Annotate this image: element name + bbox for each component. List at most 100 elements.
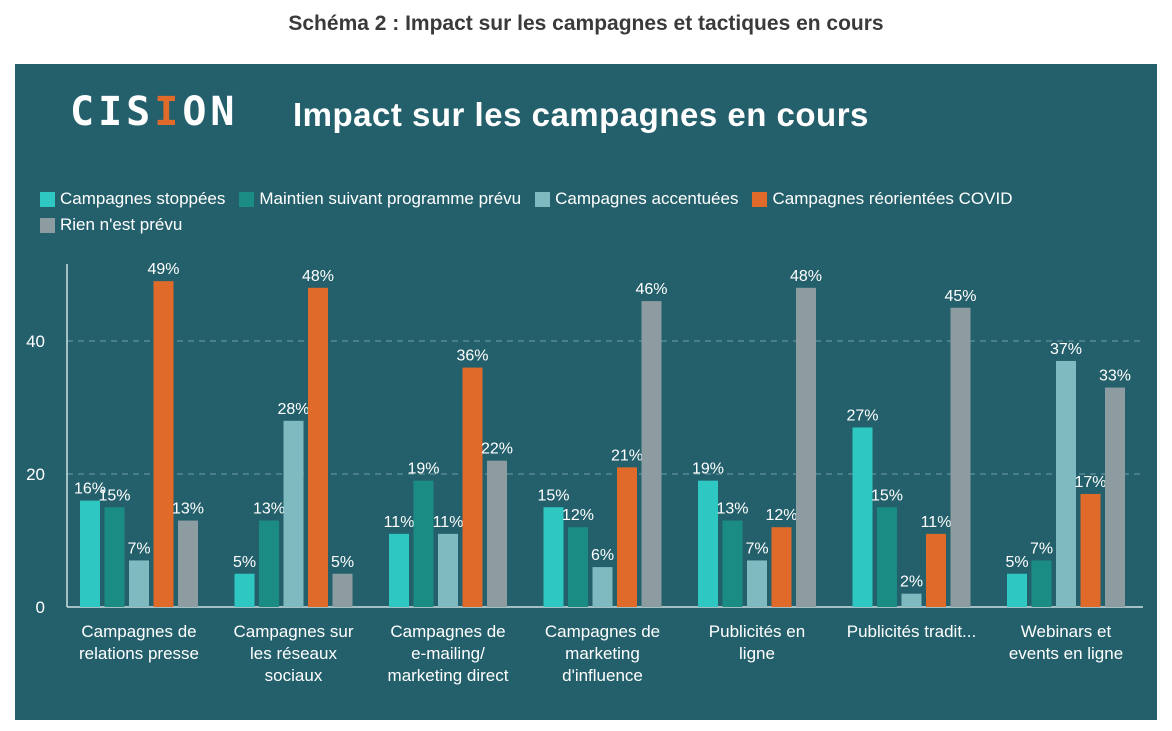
- data-label: 13%: [716, 501, 748, 518]
- data-label: 21%: [611, 447, 643, 464]
- chart-panel: CISION Impact sur les campagnes en cours…: [15, 64, 1157, 720]
- x-tick-label: Publicités tradit...: [847, 622, 976, 641]
- data-label: 16%: [74, 481, 106, 498]
- legend-label: Maintien suivant programme prévu: [259, 189, 522, 208]
- y-tick-label: 40: [26, 332, 45, 351]
- chart-legend: Campagnes stoppées Maintien suivant prog…: [40, 186, 1150, 238]
- data-label: 15%: [98, 487, 130, 504]
- legend-label: Campagnes réorientées COVID: [772, 189, 1013, 208]
- data-label: 27%: [846, 407, 878, 424]
- x-tick-label: e-mailing/: [411, 644, 485, 663]
- legend-row-1: Campagnes stoppées Maintien suivant prog…: [40, 186, 1150, 212]
- chart-title: Impact sur les campagnes en cours: [293, 96, 869, 133]
- bar: [722, 520, 743, 607]
- data-label: 46%: [635, 281, 667, 298]
- data-label: 37%: [1050, 341, 1082, 358]
- data-label: 45%: [944, 288, 976, 305]
- legend-swatch: [40, 217, 55, 233]
- data-label: 33%: [1099, 368, 1131, 385]
- x-tick-label: Campagnes de: [390, 622, 505, 641]
- y-tick-label: 20: [26, 465, 45, 484]
- bar: [617, 467, 637, 607]
- bar: [129, 560, 149, 607]
- legend-label: Rien n'est prévu: [60, 215, 183, 234]
- data-label: 36%: [456, 348, 488, 365]
- bar: [332, 573, 353, 607]
- logo-text-prefix: CIS: [70, 89, 155, 135]
- logo-text-accent: I: [154, 89, 183, 135]
- bar: [926, 533, 946, 607]
- data-label: 11%: [384, 514, 415, 531]
- bar: [259, 520, 279, 607]
- bar: [413, 480, 434, 607]
- bar: [1031, 560, 1052, 607]
- bar: [543, 507, 564, 607]
- bar: [901, 593, 922, 607]
- data-label: 12%: [765, 507, 797, 524]
- x-tick-label: ligne: [739, 644, 775, 663]
- data-label: 19%: [692, 461, 724, 478]
- bar: [1056, 360, 1076, 607]
- bar: [438, 533, 458, 607]
- bar: [796, 287, 816, 607]
- x-tick-label: d'influence: [562, 666, 643, 685]
- legend-item: Campagnes stoppées: [40, 189, 225, 209]
- data-label: 19%: [407, 461, 439, 478]
- data-label: 6%: [591, 547, 614, 564]
- logo-text-suffix: ON: [182, 89, 239, 135]
- bar: [389, 533, 409, 607]
- data-label: 48%: [302, 268, 334, 285]
- bar: [1080, 493, 1101, 607]
- data-label: 5%: [1005, 554, 1028, 571]
- legend-swatch: [239, 191, 255, 207]
- legend-swatch: [40, 191, 55, 207]
- x-tick-label: marketing direct: [388, 666, 509, 685]
- x-tick-label: Campagnes de: [81, 622, 196, 641]
- data-label: 15%: [871, 487, 903, 504]
- bar: [592, 567, 613, 607]
- data-label: 5%: [233, 554, 256, 571]
- legend-label: Campagnes stoppées: [60, 189, 226, 208]
- legend-item: Campagnes accentuées: [535, 189, 738, 209]
- bar: [747, 560, 767, 607]
- x-tick-label: Campagnes de: [545, 622, 660, 641]
- bar: [308, 287, 328, 607]
- data-label: 49%: [147, 261, 179, 278]
- legend-item: Rien n'est prévu: [40, 215, 182, 235]
- data-label: 11%: [921, 514, 952, 531]
- bar: [487, 460, 507, 607]
- legend-label: Campagnes accentuées: [555, 189, 739, 208]
- legend-item: Campagnes réorientées COVID: [752, 189, 1012, 209]
- bar-chart-plot: 0 20 40 16% 5% 11% 15% 19% 27% 5% 15% 13% 19% 12% 13% 1…: [26, 261, 1143, 685]
- x-tick-label: Campagnes sur: [233, 622, 353, 641]
- y-tick-label: 0: [36, 598, 45, 617]
- data-label: 17%: [1074, 474, 1106, 491]
- x-tick-label: relations presse: [79, 644, 199, 663]
- bar: [1007, 573, 1027, 607]
- legend-swatch: [535, 191, 551, 207]
- bar: [283, 420, 304, 607]
- bar: [568, 527, 588, 607]
- cision-logo: CISION: [70, 89, 239, 135]
- data-label: 7%: [127, 540, 150, 557]
- bar: [462, 367, 483, 607]
- bar: [852, 427, 873, 607]
- data-label: 7%: [745, 540, 768, 557]
- x-tick-label: sociaux: [265, 666, 323, 685]
- data-label: 12%: [562, 507, 594, 524]
- bar: [153, 281, 174, 607]
- data-label: 28%: [277, 401, 309, 418]
- legend-row-2: Rien n'est prévu: [40, 212, 1150, 238]
- x-tick-label: Webinars et: [1021, 622, 1112, 641]
- legend-swatch: [752, 191, 768, 207]
- bar: [641, 301, 662, 607]
- data-label: 22%: [481, 441, 513, 458]
- data-label: 11%: [433, 514, 464, 531]
- data-label: 13%: [172, 501, 204, 518]
- figure-caption: Schéma 2 : Impact sur les campagnes et t…: [288, 12, 884, 35]
- x-tick-label: les réseaux: [250, 644, 337, 663]
- bar: [950, 307, 971, 607]
- bar: [80, 500, 100, 607]
- bar: [234, 573, 255, 607]
- data-label: 15%: [537, 487, 569, 504]
